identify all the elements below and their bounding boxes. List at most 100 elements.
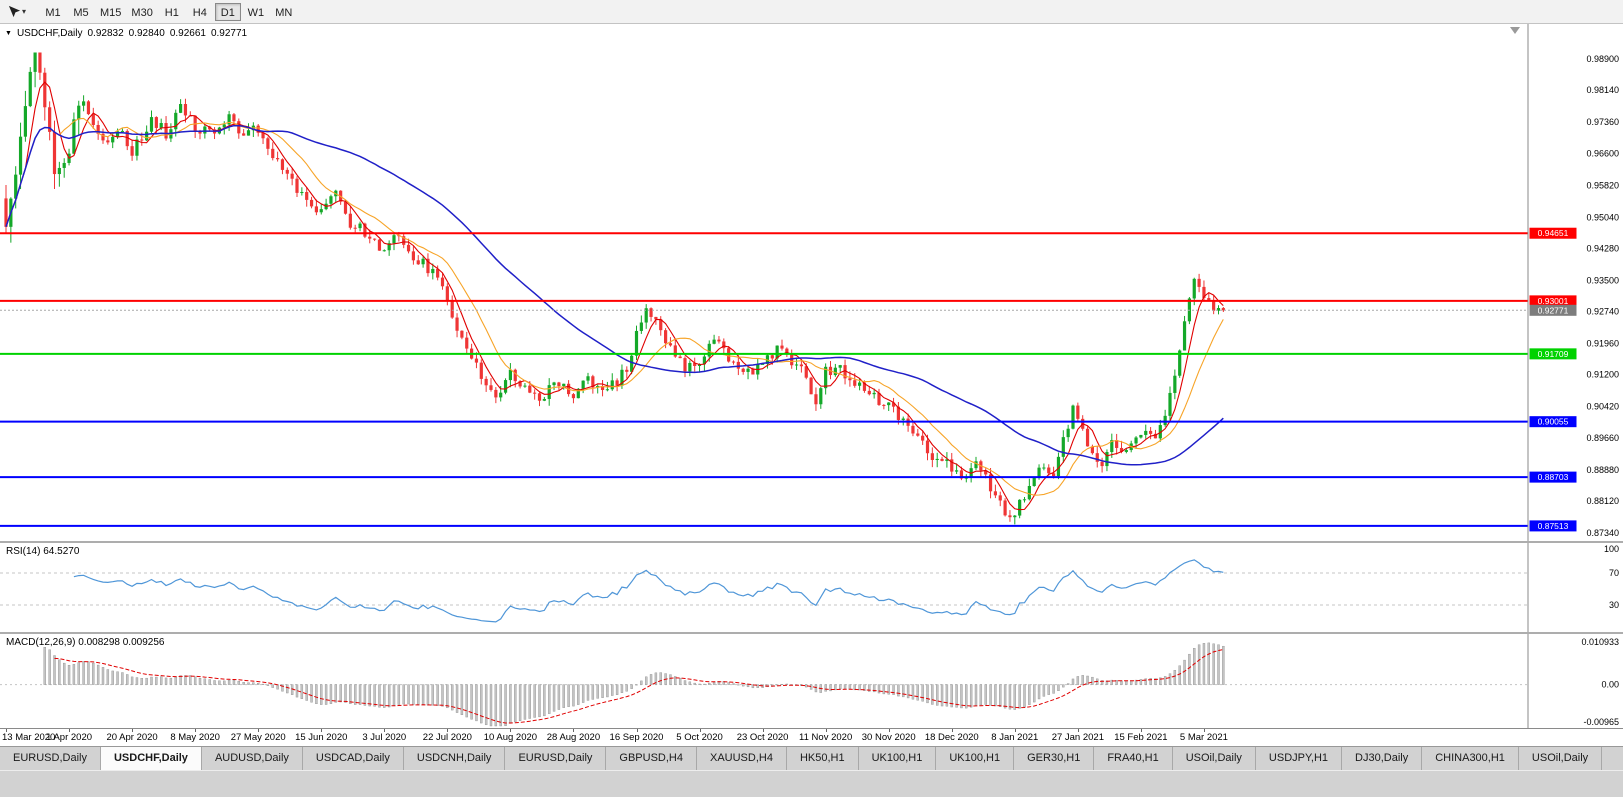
price-axis-label: 0.93500 [1586, 275, 1619, 285]
candlestick-chart[interactable]: 0.98900 0.98140 0.97360 0.96600 0.95820 0.950… [0, 24, 1623, 541]
macd-bar [902, 684, 905, 698]
collapse-triangle-icon[interactable]: ▼ [5, 29, 12, 37]
symbol-tab-dj30-daily[interactable]: DJ30,Daily [1342, 747, 1423, 770]
candle-body [596, 385, 600, 388]
candle-body [1158, 425, 1162, 439]
macd-bar [989, 684, 992, 706]
macd-bar [955, 684, 958, 708]
symbol-tab-xauusd-h4[interactable]: XAUUSD,H4 [696, 747, 787, 770]
candle-body [993, 491, 997, 496]
symbol-tab-usoil-daily[interactable]: USOil,Daily [1518, 747, 1603, 770]
time-axis[interactable]: 13 Mar 2020 1 Apr 2020 20 Apr 2020 8 May 20… [0, 728, 1623, 746]
symbol-tab-gbpusd-h4[interactable]: GBPUSD,H4 [606, 747, 697, 770]
candle-body [877, 392, 881, 405]
macd-bar [484, 684, 488, 726]
candle-body [290, 173, 294, 179]
macd-bar [518, 684, 522, 721]
date-tick-mark [384, 729, 386, 732]
candle-body [1119, 447, 1124, 452]
macd-bar [363, 684, 367, 706]
symbol-tab-uk100-h1[interactable]: UK100,H1 [936, 747, 1015, 770]
cursor-tool-icon[interactable]: ▾ [4, 3, 30, 20]
macd-bar [1062, 684, 1065, 688]
timeframe-button-w1[interactable]: W1 [247, 6, 265, 19]
candle-body [751, 368, 755, 375]
candle-body [1115, 440, 1119, 448]
macd-bar [533, 684, 536, 718]
macd-bar [630, 684, 633, 689]
candle-body [1052, 473, 1056, 477]
symbol-tab-eurusd-daily[interactable]: EURUSD,Daily [505, 747, 607, 770]
symbol-tab-hk50-h1[interactable]: HK50,H1 [786, 747, 859, 770]
timeframe-button-mn[interactable]: MN [275, 6, 293, 19]
candle-body [329, 196, 333, 204]
candle-body [872, 392, 876, 395]
macd-bar [53, 655, 56, 685]
macd-bar [514, 684, 517, 723]
symbol-label: USDCHF,Daily [16, 28, 83, 39]
candle-body [198, 131, 202, 134]
macd-bar [315, 684, 318, 705]
symbol-tab-usdcnh-daily[interactable]: USDCNH,Daily [403, 747, 506, 770]
candle-body [1197, 278, 1201, 287]
price-axis-label: 0.95820 [1586, 180, 1619, 190]
candle-body [824, 366, 828, 389]
symbol-tab-audusd-daily[interactable]: AUDUSD,Daily [201, 747, 303, 770]
candle-body [814, 394, 818, 405]
symbol-tab-eurusd-daily[interactable]: EURUSD,Daily [0, 747, 101, 770]
candle-body [77, 105, 81, 120]
symbol-tab-fra40-h1[interactable]: FRA40,H1 [1094, 747, 1173, 770]
timeframe-button-h4[interactable]: H4 [192, 6, 207, 19]
chart-shift-marker-icon[interactable] [1510, 27, 1520, 34]
macd-bar [756, 684, 759, 688]
macd-bar [965, 684, 968, 709]
timeframe-button-h1[interactable]: H1 [164, 6, 179, 19]
timeframe-button-m15[interactable]: M15 [100, 6, 122, 19]
macd-bar [969, 684, 973, 708]
close-value: 0.92771 [210, 28, 248, 39]
timeframe-button-d1[interactable]: D1 [214, 2, 241, 21]
macd-bar [1047, 684, 1050, 695]
symbol-tab-ger30-h1[interactable]: GER30,H1 [1014, 747, 1095, 770]
date-tick-mark [69, 729, 71, 732]
date-tick-mark [6, 729, 7, 732]
candle-body [1192, 278, 1196, 299]
candle-body [1013, 515, 1017, 518]
macd-histogram [43, 642, 1225, 727]
macd-bar [358, 684, 362, 705]
price-axis[interactable]: 0.98900 0.98140 0.97360 0.96600 0.95820 0.950… [1527, 24, 1623, 541]
symbol-tab-uk100-h1[interactable]: UK100,H1 [858, 747, 937, 770]
macd-bar [227, 679, 231, 685]
date-label: 5 Mar 2021 [1179, 732, 1228, 743]
candle-body [523, 385, 527, 387]
symbol-tab-usdcad-daily[interactable]: USDCAD,Daily [302, 747, 404, 770]
candle-body [242, 133, 246, 136]
candle-body [348, 213, 352, 228]
price-axis-label: 0.94280 [1586, 243, 1619, 253]
candle-body [974, 461, 978, 469]
candle-body [882, 404, 886, 406]
candle-body [256, 125, 260, 133]
symbol-tab-usdjpy-h1[interactable]: USDJPY,H1 [1255, 747, 1343, 770]
timeframe-button-m1[interactable]: M1 [45, 6, 61, 19]
symbol-tab-usoil-daily[interactable]: USOil,Daily [1172, 747, 1256, 770]
macd-bar [1168, 673, 1172, 685]
candle-body [96, 124, 100, 134]
macd-bar [683, 680, 687, 685]
macd-panel[interactable]: 0.010933 0.00 -0.00965 MACD(12,26,9) 0.008… [0, 632, 1623, 728]
candle-body [280, 159, 285, 170]
candle-body [460, 330, 464, 338]
macd-bar [674, 676, 677, 685]
candle-body [48, 107, 52, 132]
timeframe-button-m5[interactable]: M5 [73, 6, 89, 19]
macd-bar [169, 677, 173, 685]
macd-bar [548, 684, 551, 714]
timeframe-button-m30[interactable]: M30 [131, 6, 153, 19]
price-chart-panel[interactable]: 0.98900 0.98140 0.97360 0.96600 0.95820 0.950… [0, 24, 1623, 541]
rsi-panel[interactable]: 100 70 30 RSI(14) 64.5270 [0, 541, 1623, 632]
high-value: 0.92840 [128, 28, 165, 39]
symbol-tab-china300-h1[interactable]: CHINA300,H1 [1422, 747, 1519, 770]
macd-bar [654, 672, 658, 685]
symbol-tab-usdchf-daily[interactable]: USDCHF,Daily [100, 747, 202, 770]
candle-body [411, 251, 415, 261]
